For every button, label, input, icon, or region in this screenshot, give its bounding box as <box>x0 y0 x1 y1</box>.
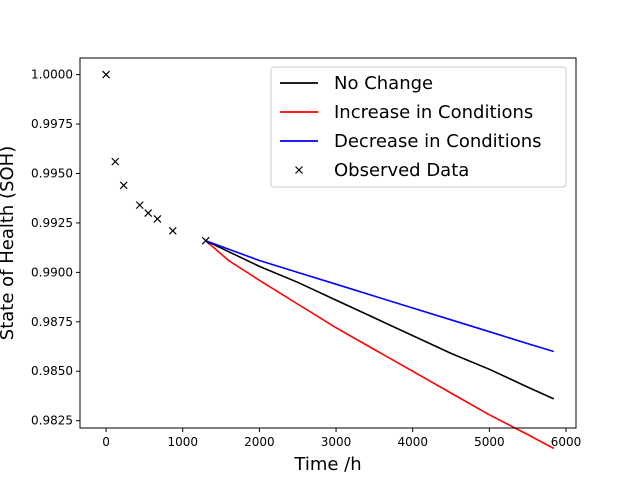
y-tick-label: 1.0000 <box>31 68 73 82</box>
observed-point <box>111 157 120 166</box>
series-line-2 <box>205 239 555 353</box>
tick-layer: 0 1000 2000 3000 4000 5000 6000 0.9825 0.9850 0.9… <box>31 68 581 449</box>
observed-point <box>135 201 144 210</box>
y-tick-label: 0.9900 <box>31 265 73 279</box>
y-tick-label: 0.9850 <box>31 364 73 378</box>
observed-point <box>102 70 110 79</box>
x-tick-label: 2000 <box>244 435 275 449</box>
y-tick-label: 0.9875 <box>31 315 73 329</box>
x-tick-label: 3000 <box>321 435 352 449</box>
plot-area <box>102 70 555 450</box>
x-tick-label: 1000 <box>167 435 198 449</box>
legend-marker-swatch <box>295 166 303 174</box>
observed-point <box>144 209 153 217</box>
legend-label: Observed Data <box>334 160 469 181</box>
legend-label: Increase in Conditions <box>334 102 533 123</box>
legend-box <box>270 66 567 188</box>
x-tick-label: 4000 <box>397 435 428 449</box>
observed-point <box>168 226 177 235</box>
y-tick-label: 0.9975 <box>31 117 73 131</box>
legend-label: No Change <box>334 73 433 94</box>
axes-frame <box>79 57 577 429</box>
y-axis-label: State of Health (SOH) <box>0 146 18 340</box>
observed-point <box>119 181 128 190</box>
observed-point <box>153 215 162 223</box>
legend-label: Decrease in Conditions <box>334 131 542 152</box>
x-tick-label: 0 <box>102 435 110 449</box>
series-line-1 <box>205 240 555 450</box>
x-axis-label: Time /h <box>293 454 361 475</box>
series-line-0 <box>205 239 555 400</box>
x-tick-label: 6000 <box>551 435 582 449</box>
legend: No Change Increase in Conditions Decrease … <box>270 66 567 188</box>
y-tick-label: 0.9950 <box>31 166 73 180</box>
observed-point <box>201 236 210 245</box>
x-tick-label: 5000 <box>474 435 505 449</box>
y-tick-label: 0.9825 <box>31 414 73 428</box>
y-tick-label: 0.9925 <box>31 216 73 230</box>
